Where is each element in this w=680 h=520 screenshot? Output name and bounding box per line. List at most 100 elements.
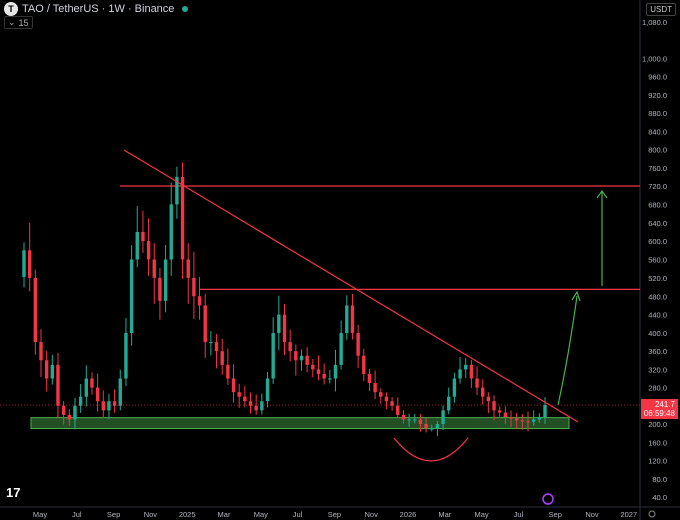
candle-body	[531, 419, 536, 422]
candle-body	[243, 396, 247, 402]
x-tick-label: Nov	[144, 510, 158, 519]
candle-body	[254, 405, 258, 411]
candle-body	[231, 378, 236, 393]
y-tick-label: 720.0	[648, 182, 667, 191]
y-tick-label: 520.0	[648, 274, 667, 283]
candle-body	[322, 373, 326, 379]
candle-body	[107, 401, 111, 411]
candle-body	[282, 314, 287, 343]
x-tick-label: Nov	[585, 510, 599, 519]
y-tick-label: 440.0	[648, 311, 667, 320]
y-tick-label: 320.0	[648, 365, 667, 374]
x-tick-label: Mar	[438, 510, 451, 519]
y-tick-label: 480.0	[648, 292, 667, 301]
x-tick-label: Sep	[328, 510, 341, 519]
candle-body	[146, 241, 151, 260]
candle-body	[407, 419, 411, 421]
candle-body	[22, 250, 26, 277]
candle-body	[396, 405, 400, 415]
support-zone	[30, 417, 570, 430]
candle-body	[373, 383, 377, 393]
y-tick-label: 200.0	[648, 420, 667, 429]
y-tick-label: 880.0	[648, 109, 667, 118]
candle-body	[384, 396, 389, 402]
x-tick-label: 2027	[620, 510, 637, 519]
candle-body	[27, 250, 32, 278]
candle-body	[260, 401, 264, 411]
candle-body	[520, 420, 525, 422]
candle-body	[526, 421, 530, 423]
x-tick-label: 2026	[400, 510, 417, 519]
projection-arrow-head	[571, 290, 581, 302]
bar-countdown: 06:59:48	[643, 409, 675, 418]
candle-body	[44, 360, 49, 379]
candle-body	[141, 231, 145, 242]
candle-body	[186, 259, 190, 278]
candle-body	[152, 259, 156, 278]
candle-body	[413, 419, 417, 421]
target-arrow-head	[596, 189, 608, 199]
candle-body	[294, 351, 298, 361]
x-tick-label: Jul	[293, 510, 303, 519]
candle-body	[356, 333, 360, 356]
candle-body	[447, 396, 451, 411]
candle-body	[214, 342, 219, 352]
candle-body	[390, 401, 394, 406]
candle-body	[350, 305, 355, 333]
indicator-toggle[interactable]: ⌄ 15	[4, 16, 33, 29]
candle-body	[61, 405, 66, 415]
candle-body	[333, 364, 338, 379]
rounding-bottom-arc	[393, 437, 469, 462]
candle-body	[237, 392, 241, 397]
candle-body	[180, 176, 185, 260]
y-tick-label: 120.0	[648, 457, 667, 466]
x-tick-label: May	[254, 510, 268, 519]
candle-body	[345, 305, 349, 333]
x-tick-label: May	[33, 510, 47, 519]
candle-body	[118, 378, 122, 406]
candle-body	[328, 378, 332, 380]
y-tick-label: 600.0	[648, 237, 667, 246]
candle-body	[441, 410, 445, 424]
candle-body	[435, 424, 440, 429]
currency-label[interactable]: USDT	[646, 3, 676, 16]
candle-body	[169, 204, 173, 260]
y-tick-label: 280.0	[648, 384, 667, 393]
candle-body	[362, 355, 366, 374]
y-tick-label: 1,000.0	[642, 54, 667, 63]
candle-body	[135, 231, 139, 260]
candle-body	[271, 333, 275, 379]
chart-header: T TAO / TetherUS · 1W · Binance	[4, 2, 189, 16]
gear-icon	[648, 510, 656, 518]
candle-body	[78, 396, 83, 406]
y-tick-label: 840.0	[648, 127, 667, 136]
y-tick-label: 960.0	[648, 73, 667, 82]
candle-body	[220, 351, 224, 365]
candle-body	[316, 369, 321, 374]
candle-body	[39, 342, 43, 361]
candle-body	[469, 364, 474, 379]
candle-body	[379, 392, 383, 397]
x-tick-label: 2025	[179, 510, 196, 519]
candle-body	[248, 401, 253, 406]
x-tick-label: Jul	[72, 510, 82, 519]
candle-body	[192, 277, 196, 297]
candle-body	[129, 259, 134, 333]
x-tick-label: Nov	[365, 510, 379, 519]
y-tick-label: 80.0	[652, 475, 667, 484]
y-tick-label: 560.0	[648, 256, 667, 265]
y-tick-label: 160.0	[648, 438, 667, 447]
candle-body	[367, 373, 372, 384]
candle-body	[464, 364, 468, 370]
candle-body	[288, 342, 292, 352]
candle-body	[203, 305, 207, 343]
purple-star-icon	[542, 493, 554, 505]
y-tick-label: 40.0	[652, 493, 667, 502]
candle-body	[163, 259, 168, 301]
candle-body	[543, 405, 547, 418]
chart-title[interactable]: TAO / TetherUS · 1W · Binance	[22, 3, 175, 15]
y-tick-label: 920.0	[648, 91, 667, 100]
candle-body	[67, 414, 72, 420]
descending-trendline	[123, 149, 579, 423]
